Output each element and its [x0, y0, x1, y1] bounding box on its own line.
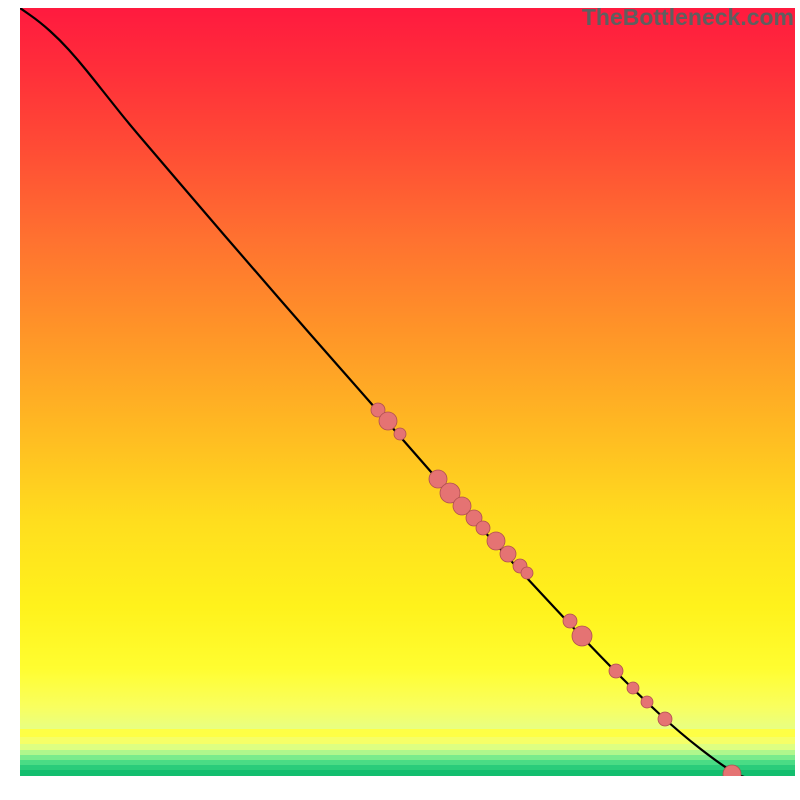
data-marker [487, 532, 505, 550]
markers-group [371, 403, 741, 776]
data-marker [609, 664, 623, 678]
curve-layer [20, 8, 795, 776]
data-marker [500, 546, 516, 562]
data-marker [394, 428, 406, 440]
data-marker [563, 614, 577, 628]
curve-line [20, 8, 795, 776]
data-marker [658, 712, 672, 726]
data-marker [476, 521, 490, 535]
data-marker [627, 682, 639, 694]
data-marker [379, 412, 397, 430]
data-marker [641, 696, 653, 708]
chart-container: TheBottleneck.com [0, 0, 800, 800]
data-marker [572, 626, 592, 646]
data-marker [521, 567, 533, 579]
plot-area [20, 8, 795, 776]
watermark-text: TheBottleneck.com [582, 4, 794, 31]
